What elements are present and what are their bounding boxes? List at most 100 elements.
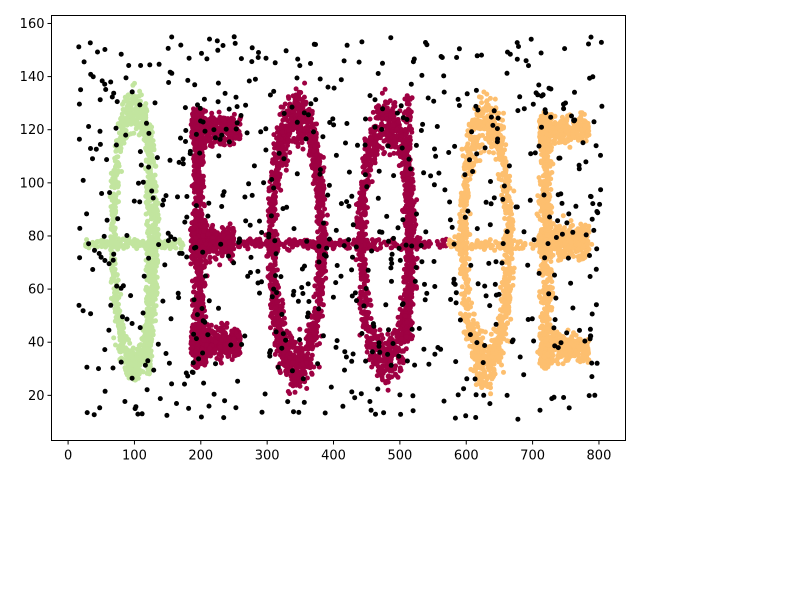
data-point-cluster-2 (316, 281, 322, 287)
data-point-cluster-2 (193, 306, 199, 312)
data-point-cluster-2 (288, 117, 294, 122)
data-point-cluster-2 (304, 345, 310, 351)
data-point-cluster-2 (377, 135, 383, 141)
data-point-cluster-2 (267, 227, 272, 233)
data-point-cluster-2 (193, 162, 199, 168)
data-point-cluster-2 (358, 194, 364, 200)
data-point-cluster-2 (270, 171, 276, 177)
data-point-cluster-2 (225, 234, 231, 240)
data-point-cluster-2 (281, 350, 287, 356)
data-point-cluster-2 (271, 208, 277, 214)
data-point-cluster-2 (226, 334, 232, 340)
data-point-cluster-2 (207, 249, 213, 255)
data-point-cluster-2 (322, 196, 328, 202)
data-point-cluster-2 (388, 356, 394, 362)
data-point-cluster-1 (136, 350, 142, 356)
data-point-cluster-2 (270, 194, 276, 200)
data-point-cluster-2 (309, 371, 315, 377)
data-point-cluster-2 (276, 134, 282, 140)
data-point-cluster-2 (283, 162, 289, 168)
data-point-cluster-1 (114, 288, 120, 294)
data-point-cluster-2 (286, 127, 292, 133)
data-point-cluster-1 (147, 341, 153, 347)
data-point-cluster-1 (132, 360, 138, 366)
data-point-cluster-2 (299, 370, 305, 376)
data-point-cluster-1 (142, 103, 148, 109)
data-point-cluster-2 (311, 364, 317, 370)
data-point-cluster-2 (275, 141, 281, 147)
data-point-cluster-2 (196, 324, 202, 330)
data-point-cluster-2 (314, 121, 319, 127)
data-point-cluster-2 (216, 351, 222, 357)
data-point-cluster-1 (147, 273, 153, 279)
data-point-cluster-2 (289, 339, 295, 345)
data-point-cluster-2 (318, 201, 324, 207)
data-point-cluster-2 (272, 340, 278, 346)
data-point-cluster-2 (297, 109, 303, 114)
data-point-cluster-2 (199, 162, 205, 167)
data-point-cluster-2 (293, 382, 299, 388)
data-point-cluster-2 (311, 309, 317, 315)
data-point-cluster-1 (147, 178, 153, 184)
data-point-cluster-2 (285, 359, 291, 365)
data-point-cluster-2 (201, 283, 207, 289)
data-point-cluster-2 (293, 86, 299, 92)
data-point-cluster-2 (201, 229, 207, 234)
data-point-cluster-2 (223, 346, 228, 352)
data-point-cluster-2 (194, 293, 200, 299)
data-point-cluster-2 (192, 174, 198, 180)
data-point-cluster-2 (294, 95, 300, 101)
data-point-cluster-2 (200, 294, 206, 300)
data-point-cluster-2 (317, 191, 322, 197)
data-point-cluster-2 (389, 374, 395, 380)
data-point-cluster-1 (145, 218, 150, 224)
data-point-cluster-2 (385, 100, 391, 106)
data-point-cluster-2 (203, 139, 208, 145)
data-point-cluster-2 (292, 389, 298, 395)
data-point-cluster-2 (285, 137, 291, 143)
data-point-cluster-1 (127, 365, 132, 371)
data-point-cluster-2 (189, 278, 195, 284)
data-point-cluster-2 (304, 328, 310, 334)
data-point-cluster-2 (275, 129, 280, 135)
data-point-cluster-2 (387, 336, 393, 342)
data-point-cluster-1 (154, 257, 159, 262)
data-point-cluster-1 (124, 370, 129, 376)
data-point-cluster-2 (288, 381, 294, 387)
data-point-cluster-1 (110, 197, 116, 203)
data-point-cluster-2 (294, 372, 300, 378)
data-point-cluster-2 (231, 336, 237, 342)
data-point-cluster-2 (218, 249, 224, 255)
data-point-cluster-2 (226, 239, 232, 245)
data-point-cluster-2 (193, 281, 199, 287)
data-point-cluster-2 (315, 176, 321, 182)
data-point-cluster-2 (303, 353, 309, 359)
data-point-cluster-1 (111, 273, 116, 278)
data-point-cluster-1 (145, 261, 151, 267)
data-point-cluster-2 (314, 219, 320, 224)
data-point-cluster-1 (120, 107, 126, 112)
data-point-cluster-2 (198, 273, 204, 279)
data-point-cluster-2 (231, 111, 237, 117)
data-point-cluster-2 (361, 155, 367, 161)
data-point-cluster-2 (308, 119, 314, 125)
data-point-cluster-1 (141, 243, 147, 249)
data-point-cluster-1 (116, 163, 122, 169)
data-point-cluster-2 (188, 350, 194, 356)
data-point-cluster-2 (410, 186, 416, 192)
data-point-cluster-2 (354, 218, 360, 224)
data-point-cluster-2 (283, 146, 289, 152)
data-point-cluster-1 (131, 98, 137, 104)
data-point-cluster-1 (110, 220, 115, 226)
data-point-cluster-2 (313, 276, 319, 281)
data-point-cluster-2 (216, 327, 221, 333)
data-point-cluster-2 (385, 387, 391, 393)
data-point-cluster-2 (375, 114, 381, 119)
data-point-cluster-1 (143, 287, 149, 293)
data-point-cluster-1 (147, 169, 153, 175)
data-point-cluster-1 (130, 82, 136, 88)
data-point-cluster-1 (120, 330, 126, 336)
data-point-cluster-1 (144, 306, 150, 312)
data-point-cluster-2 (295, 357, 301, 363)
data-point-cluster-2 (285, 389, 291, 394)
